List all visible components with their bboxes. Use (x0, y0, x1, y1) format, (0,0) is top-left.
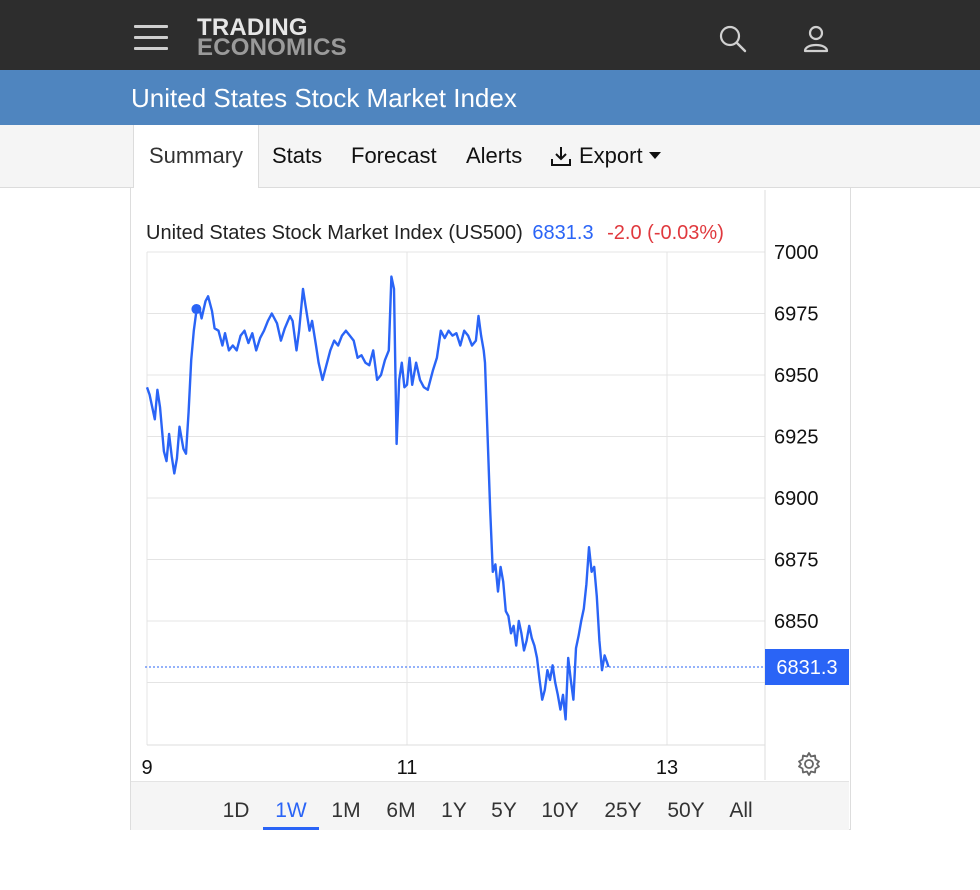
brand-logo[interactable]: TRADING ECONOMICS (197, 14, 347, 61)
tab-forecast[interactable]: Forecast (351, 125, 437, 187)
tab-export[interactable]: Export (549, 125, 661, 187)
range-5y[interactable]: 5Y (491, 799, 517, 822)
brand-line-2: ECONOMICS (197, 34, 347, 61)
quote-name: United States Stock Market Index (US500) (146, 222, 523, 244)
chart-panel (130, 188, 851, 830)
tab-alerts[interactable]: Alerts (466, 125, 522, 187)
caret-down-icon (649, 152, 661, 159)
download-icon (551, 147, 571, 166)
range-all[interactable]: All (729, 799, 753, 822)
range-1m[interactable]: 1M (331, 799, 361, 822)
range-10y[interactable]: 10Y (541, 799, 579, 822)
tab-summary[interactable]: Summary (133, 125, 259, 188)
quote-change: -2.0 (-0.03%) (607, 222, 724, 244)
range-25y[interactable]: 25Y (604, 799, 642, 822)
range-1w[interactable]: 1W (263, 782, 319, 830)
tab-forecast-label: Forecast (351, 143, 437, 168)
range-selector: 1D 1W 1M 6M 1Y 5Y 10Y 25Y 50Y All (131, 781, 849, 830)
gear-icon[interactable] (796, 751, 822, 777)
range-1d[interactable]: 1D (222, 799, 250, 822)
tab-stats[interactable]: Stats (272, 125, 322, 187)
user-account-icon[interactable] (799, 22, 833, 56)
section-tabs: Summary Stats Forecast Alerts Export (0, 125, 980, 188)
tab-export-label: Export (579, 143, 643, 168)
brand-line-1: TRADING (197, 14, 308, 41)
range-50y[interactable]: 50Y (667, 799, 705, 822)
page-title: United States Stock Market Index (131, 83, 517, 113)
menu-icon[interactable] (134, 24, 168, 52)
range-1y[interactable]: 1Y (441, 799, 467, 822)
page-title-bar: United States Stock Market Index (0, 70, 980, 125)
quote-header: United States Stock Market Index (US500)… (146, 222, 724, 245)
tab-stats-label: Stats (272, 143, 323, 168)
search-icon[interactable] (716, 22, 750, 56)
tab-alerts-label: Alerts (466, 143, 523, 168)
tab-summary-label: Summary (148, 143, 244, 168)
range-6m[interactable]: 6M (386, 799, 416, 822)
quote-price: 6831.3 (532, 222, 594, 244)
top-nav-bar: TRADING ECONOMICS (0, 0, 980, 70)
